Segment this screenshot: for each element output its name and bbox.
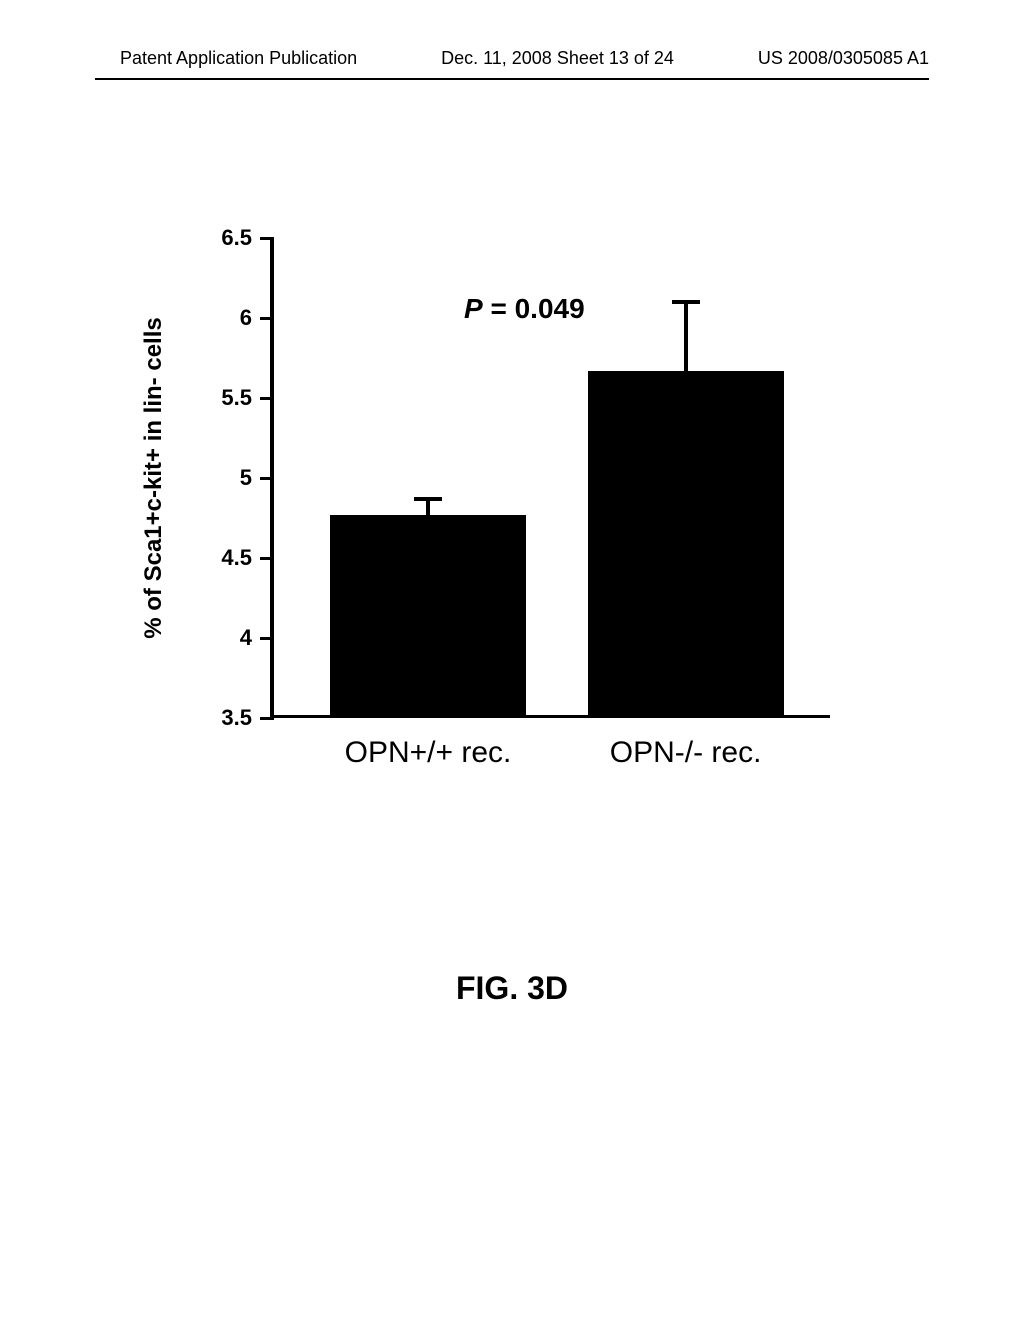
y-tick [260, 557, 274, 560]
error-bar-cap [414, 497, 442, 501]
figure-caption: FIG. 3D [0, 970, 1024, 1007]
bar [330, 515, 526, 715]
y-axis-title: % of Sca1+c-kit+ in lin- cells [140, 317, 168, 638]
p-rest: = 0.049 [483, 293, 585, 324]
header-rule [95, 78, 929, 80]
y-tick [260, 717, 274, 720]
y-tick-label: 6 [202, 305, 252, 331]
category-label: OPN-/- rec. [610, 736, 762, 770]
page-header: Patent Application Publication Dec. 11, … [0, 48, 1024, 69]
plot-area: % of Sca1+c-kit+ in lin- cells P = 0.049… [270, 238, 830, 718]
y-tick-label: 3.5 [202, 705, 252, 731]
header-left: Patent Application Publication [120, 48, 357, 69]
y-tick [260, 397, 274, 400]
y-tick-label: 4.5 [202, 545, 252, 571]
x-baseline [274, 715, 830, 718]
y-tick-label: 5 [202, 465, 252, 491]
category-label: OPN+/+ rec. [345, 736, 512, 770]
bar-chart: % of Sca1+c-kit+ in lin- cells P = 0.049… [150, 238, 870, 798]
header-right: US 2008/0305085 A1 [758, 48, 929, 69]
y-tick [260, 637, 274, 640]
p-italic: P [464, 293, 483, 324]
y-tick [260, 477, 274, 480]
y-tick-label: 6.5 [202, 225, 252, 251]
p-value-label: P = 0.049 [464, 293, 585, 325]
y-tick [260, 317, 274, 320]
error-bar-stem [684, 302, 688, 374]
y-tick [260, 237, 274, 240]
error-bar-cap [672, 300, 700, 304]
error-bar-stem [426, 499, 430, 518]
y-tick-label: 4 [202, 625, 252, 651]
header-center: Dec. 11, 2008 Sheet 13 of 24 [441, 48, 674, 69]
bar [588, 371, 784, 715]
y-tick-label: 5.5 [202, 385, 252, 411]
